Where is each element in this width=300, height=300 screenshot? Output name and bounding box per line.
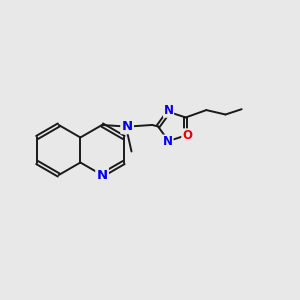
Text: N: N	[122, 120, 133, 133]
Text: O: O	[182, 129, 192, 142]
Text: N: N	[163, 135, 173, 148]
Text: N: N	[97, 169, 108, 182]
Text: N: N	[164, 104, 174, 117]
